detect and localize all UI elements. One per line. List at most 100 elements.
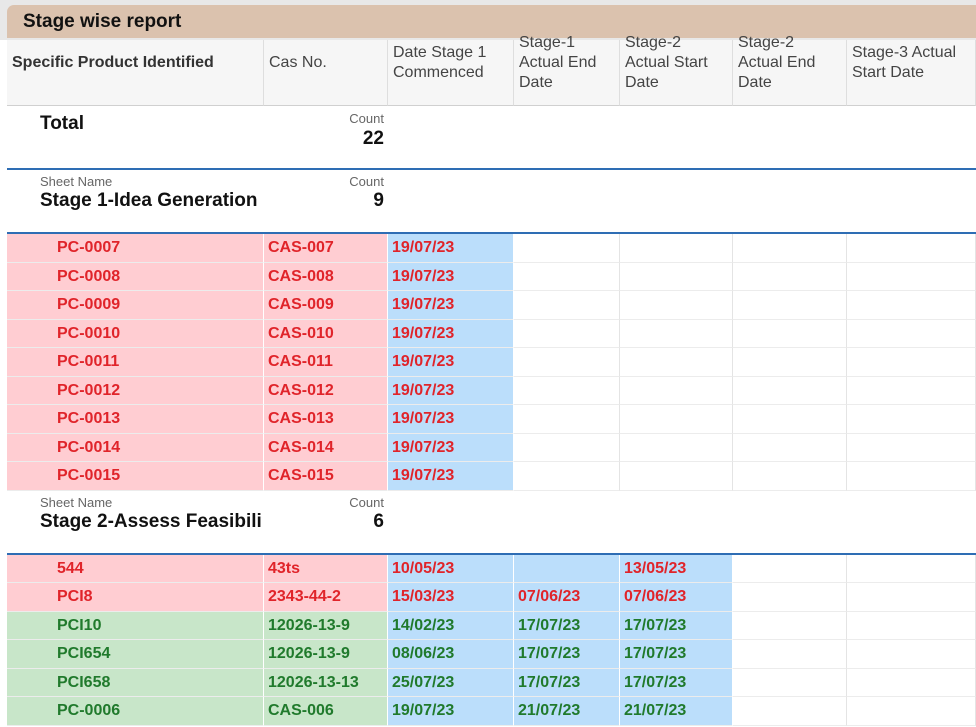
column-header-3[interactable]: Date Stage 1 Commenced (388, 40, 514, 106)
stage2-start-cell[interactable]: 07/06/23 (620, 583, 733, 612)
stage1-start-cell[interactable]: 19/07/23 (388, 462, 514, 491)
stage2-end-cell[interactable] (733, 433, 847, 462)
stage1-end-cell[interactable] (514, 433, 620, 462)
stage3-start-cell[interactable] (847, 433, 976, 462)
stage2-start-cell[interactable] (620, 433, 733, 462)
stage2-end-cell[interactable] (733, 376, 847, 405)
stage2-end-cell[interactable] (733, 291, 847, 320)
stage1-end-cell[interactable]: 21/07/23 (514, 697, 620, 726)
product-cell[interactable]: PC-0015 (7, 462, 264, 491)
stage1-end-cell[interactable] (514, 376, 620, 405)
cas-cell[interactable]: CAS-006 (264, 697, 388, 726)
product-cell[interactable]: PC-0008 (7, 262, 264, 291)
stage1-start-cell[interactable]: 14/02/23 (388, 611, 514, 640)
cas-cell[interactable]: CAS-012 (264, 376, 388, 405)
stage2-start-cell[interactable] (620, 234, 733, 263)
stage2-start-cell[interactable]: 13/05/23 (620, 554, 733, 583)
stage1-start-cell[interactable]: 19/07/23 (388, 262, 514, 291)
stage1-end-cell[interactable] (514, 234, 620, 263)
table-row[interactable]: PC-0008 CAS-008 19/07/23 (7, 262, 976, 291)
stage3-start-cell[interactable] (847, 376, 976, 405)
cas-cell[interactable]: 43ts (264, 554, 388, 583)
product-cell[interactable]: PCI8 (7, 583, 264, 612)
stage3-start-cell[interactable] (847, 405, 976, 434)
stage1-end-cell[interactable]: 17/07/23 (514, 640, 620, 669)
table-row[interactable]: PC-0012 CAS-012 19/07/23 (7, 376, 976, 405)
table-row[interactable]: PC-0013 CAS-013 19/07/23 (7, 405, 976, 434)
stage2-start-cell[interactable] (620, 291, 733, 320)
report-grid[interactable]: Total Count 22 Sheet Name Stage 1-Idea Ge… (7, 106, 976, 727)
column-header-7[interactable]: Stage-3 Actual Start Date (847, 40, 976, 106)
group-summary-row[interactable]: Sheet Name Stage 1-Idea Generation Count 9 (7, 170, 976, 234)
table-row[interactable]: PCI8 2343-44-2 15/03/23 07/06/23 07/06/23 (7, 583, 976, 612)
product-cell[interactable]: PCI658 (7, 668, 264, 697)
stage1-start-cell[interactable]: 08/06/23 (388, 640, 514, 669)
stage1-start-cell[interactable]: 19/07/23 (388, 405, 514, 434)
column-header-2[interactable]: Cas No. (264, 40, 388, 106)
table-row[interactable]: PC-0010 CAS-010 19/07/23 (7, 319, 976, 348)
stage2-end-cell[interactable] (733, 405, 847, 434)
column-header-4[interactable]: Stage-1 Actual End Date (514, 34, 620, 106)
stage1-start-cell[interactable]: 19/07/23 (388, 234, 514, 263)
stage1-end-cell[interactable] (514, 319, 620, 348)
column-header-1[interactable]: Specific Product Identified (7, 40, 264, 106)
stage3-start-cell[interactable] (847, 462, 976, 491)
stage3-start-cell[interactable] (847, 640, 976, 669)
product-cell[interactable]: PCI654 (7, 640, 264, 669)
product-cell[interactable]: PC-0006 (7, 697, 264, 726)
group-summary-row[interactable]: Sheet Name Stage 2-Assess Feasibility Coun… (7, 490, 976, 555)
stage1-end-cell[interactable] (514, 462, 620, 491)
stage2-end-cell[interactable] (733, 611, 847, 640)
column-header-6[interactable]: Stage-2 Actual End Date (733, 34, 847, 106)
stage1-end-cell[interactable] (514, 348, 620, 377)
table-row[interactable]: PCI10 12026-13-9 14/02/23 17/07/23 17/07/23 (7, 611, 976, 640)
table-row[interactable]: PC-0006 CAS-006 19/07/23 21/07/23 21/07/23 (7, 697, 976, 726)
table-row[interactable]: PC-0014 CAS-014 19/07/23 (7, 433, 976, 462)
stage2-start-cell[interactable] (620, 376, 733, 405)
stage1-start-cell[interactable]: 19/07/23 (388, 433, 514, 462)
cas-cell[interactable]: 12026-13-9 (264, 640, 388, 669)
stage2-end-cell[interactable] (733, 319, 847, 348)
stage2-end-cell[interactable] (733, 462, 847, 491)
table-row[interactable]: PC-0011 CAS-011 19/07/23 (7, 348, 976, 377)
stage1-start-cell[interactable]: 10/05/23 (388, 554, 514, 583)
stage2-end-cell[interactable] (733, 262, 847, 291)
cas-cell[interactable]: CAS-015 (264, 462, 388, 491)
stage3-start-cell[interactable] (847, 234, 976, 263)
product-cell[interactable]: PC-0013 (7, 405, 264, 434)
stage1-end-cell[interactable]: 07/06/23 (514, 583, 620, 612)
cas-cell[interactable]: 12026-13-9 (264, 611, 388, 640)
stage1-start-cell[interactable]: 19/07/23 (388, 376, 514, 405)
cas-cell[interactable]: CAS-014 (264, 433, 388, 462)
product-cell[interactable]: PCI10 (7, 611, 264, 640)
stage2-start-cell[interactable]: 17/07/23 (620, 640, 733, 669)
stage1-start-cell[interactable]: 15/03/23 (388, 583, 514, 612)
stage1-start-cell[interactable]: 19/07/23 (388, 697, 514, 726)
stage1-end-cell[interactable]: 17/07/23 (514, 611, 620, 640)
product-cell[interactable]: PC-0009 (7, 291, 264, 320)
stage3-start-cell[interactable] (847, 262, 976, 291)
stage2-end-cell[interactable] (733, 697, 847, 726)
cas-cell[interactable]: CAS-009 (264, 291, 388, 320)
stage1-start-cell[interactable]: 19/07/23 (388, 348, 514, 377)
product-cell[interactable]: 544 (7, 554, 264, 583)
stage2-end-cell[interactable] (733, 583, 847, 612)
cas-cell[interactable]: CAS-007 (264, 234, 388, 263)
table-row[interactable]: 544 43ts 10/05/23 13/05/23 (7, 554, 976, 583)
stage3-start-cell[interactable] (847, 554, 976, 583)
stage1-start-cell[interactable]: 19/07/23 (388, 319, 514, 348)
cas-cell[interactable]: 2343-44-2 (264, 583, 388, 612)
stage1-end-cell[interactable] (514, 262, 620, 291)
stage3-start-cell[interactable] (847, 291, 976, 320)
product-cell[interactable]: PC-0010 (7, 319, 264, 348)
table-row[interactable]: PC-0009 CAS-009 19/07/23 (7, 291, 976, 320)
column-header-5[interactable]: Stage-2 Actual Start Date (620, 34, 733, 106)
stage1-end-cell[interactable] (514, 291, 620, 320)
product-cell[interactable]: PC-0007 (7, 234, 264, 263)
cas-cell[interactable]: CAS-008 (264, 262, 388, 291)
stage1-end-cell[interactable]: 17/07/23 (514, 668, 620, 697)
stage2-end-cell[interactable] (733, 234, 847, 263)
stage3-start-cell[interactable] (847, 697, 976, 726)
stage2-end-cell[interactable] (733, 348, 847, 377)
stage1-end-cell[interactable] (514, 405, 620, 434)
